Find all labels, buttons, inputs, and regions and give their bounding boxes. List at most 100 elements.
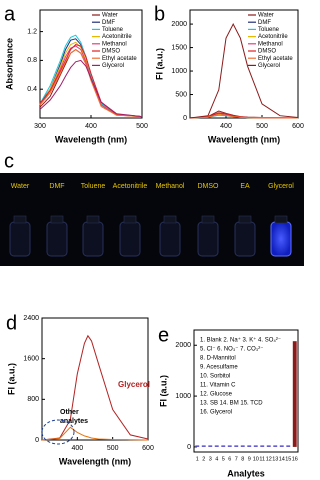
x-axis-title: Wavelength (nm) <box>208 134 280 144</box>
x-tick-label: 15 <box>285 456 291 462</box>
y-tick-label: 800 <box>27 396 39 403</box>
series-line <box>39 34 143 118</box>
series-line <box>41 334 149 441</box>
series-line <box>189 23 299 119</box>
y-tick-label: 2000 <box>175 342 191 349</box>
x-tick-label: 10 <box>253 456 259 462</box>
vial-cap <box>274 215 288 224</box>
vial-cap <box>50 215 64 224</box>
legend-label: Toluene <box>102 27 124 33</box>
legend-label: Toluene <box>258 27 280 33</box>
annotation: Glycerol <box>118 380 150 389</box>
bar <box>292 341 297 447</box>
y-tick-label: 1000 <box>175 393 191 400</box>
highlight-circle <box>41 419 75 445</box>
x-tick-label: 16 <box>292 456 298 462</box>
x-tick-label: 600 <box>292 123 304 130</box>
bar <box>201 445 206 447</box>
panel-letter: a <box>4 3 16 25</box>
x-axis-title: Analytes <box>227 468 265 478</box>
vial-cap <box>201 215 215 224</box>
vial <box>9 221 31 257</box>
x-tick-label: 2 <box>202 456 205 462</box>
bar <box>195 445 200 447</box>
y-tick-label: 0 <box>35 437 39 444</box>
annotation: 16. Glycerol <box>200 410 232 416</box>
y-tick-label: 2000 <box>171 21 187 28</box>
plot-frame <box>41 317 149 441</box>
x-tick-label: 4 <box>215 456 218 462</box>
panel-letter: c <box>4 150 14 172</box>
x-axis-title: Wavelength (nm) <box>55 134 127 144</box>
photo <box>0 173 304 266</box>
vial <box>46 221 68 257</box>
annotation: Other <box>60 409 79 416</box>
annotation: analytes <box>60 418 88 425</box>
vial-cap <box>238 215 252 224</box>
vial <box>234 221 256 257</box>
x-tick-label: 500 <box>136 123 148 130</box>
photo-label: Methanol <box>156 183 185 190</box>
y-tick-label: 0.8 <box>27 57 37 64</box>
vial-cap <box>123 215 137 224</box>
plot-frame <box>189 9 299 119</box>
annotation: 13. SB 14. BM 15. TCD <box>200 401 263 407</box>
y-axis-title: FI (a.u.) <box>154 48 164 80</box>
x-tick-label: 3 <box>209 456 212 462</box>
y-tick-label: 1.2 <box>27 28 37 35</box>
vial <box>197 221 219 257</box>
y-tick-label: 1600 <box>23 356 39 363</box>
x-tick-label: 400 <box>85 123 97 130</box>
bar <box>214 445 219 447</box>
legend-label: DMSO <box>102 49 120 55</box>
x-tick-label: 5 <box>222 456 225 462</box>
annotation: 1. Blank 2. Na⁺ 3. K⁺ 4. SO₄²⁻ <box>200 337 281 344</box>
x-tick-label: 8 <box>241 456 244 462</box>
legend-label: Acetonitrile <box>258 34 288 40</box>
bar <box>247 445 252 447</box>
bar <box>279 445 284 447</box>
y-axis-title: Absorbance <box>4 38 14 90</box>
panel-letter: e <box>158 324 169 346</box>
y-tick-label: 0 <box>187 444 191 451</box>
x-tick-label: 12 <box>266 456 272 462</box>
photo-label: EA <box>240 183 250 190</box>
y-tick-label: 2400 <box>23 315 39 322</box>
series-line <box>39 45 143 118</box>
bar <box>227 445 232 447</box>
annotation: 9. Acesulfame <box>200 365 238 371</box>
x-tick-label: 1 <box>196 456 199 462</box>
annotation: 5. Cl⁻ 6. NO₃⁻ 7. CO₃²⁻ <box>200 347 263 353</box>
y-tick-label: 0 <box>183 115 187 122</box>
bar <box>240 445 245 447</box>
vial <box>119 221 141 257</box>
plot-frame <box>193 329 299 453</box>
annotation: 8. D-Mannitol <box>200 356 236 362</box>
photo-label: Water <box>11 183 30 190</box>
vial <box>159 221 181 257</box>
x-tick-label: 9 <box>248 456 251 462</box>
legend-label: DMF <box>258 20 271 26</box>
legend-label: DMSO <box>258 49 276 55</box>
plot-frame <box>39 9 143 119</box>
bar <box>208 445 213 447</box>
vial <box>82 221 104 257</box>
x-tick-label: 400 <box>220 123 232 130</box>
annotation: 12. Glucose <box>200 392 233 398</box>
bar <box>234 445 239 447</box>
y-tick-label: 1500 <box>171 44 187 51</box>
photo-label: Glycerol <box>268 183 294 190</box>
bar <box>221 445 226 447</box>
photo-label: Toluene <box>81 183 106 190</box>
x-tick-label: 500 <box>107 445 119 452</box>
legend-label: Glycerol <box>102 63 124 69</box>
annotation: 10. Sorbitol <box>200 374 230 380</box>
annotation: 11. Vitamin C <box>200 383 236 389</box>
bar <box>273 445 278 447</box>
legend-label: Water <box>258 13 274 19</box>
vial <box>270 221 292 257</box>
legend-label: DMF <box>102 20 115 26</box>
legend-label: Ethyl acetate <box>258 56 293 62</box>
x-tick-label: 11 <box>259 456 265 462</box>
bar <box>253 445 258 447</box>
